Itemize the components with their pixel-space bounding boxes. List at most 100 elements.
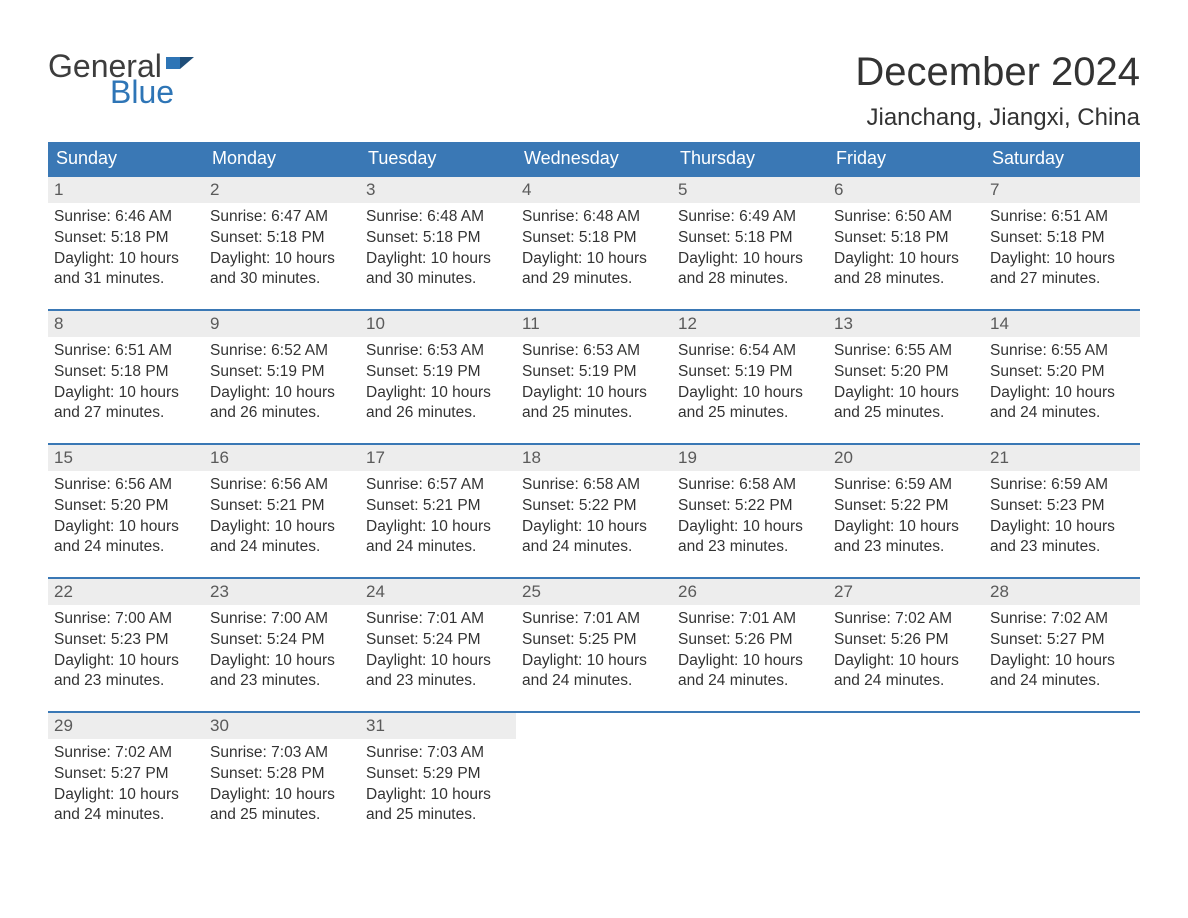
- day-body: Sunrise: 6:58 AMSunset: 5:22 PMDaylight:…: [516, 471, 672, 564]
- day-body: Sunrise: 6:55 AMSunset: 5:20 PMDaylight:…: [984, 337, 1140, 430]
- month-title: December 2024: [855, 50, 1140, 94]
- day-body: Sunrise: 6:58 AMSunset: 5:22 PMDaylight:…: [672, 471, 828, 564]
- sunrise-text: Sunrise: 6:59 AM: [834, 475, 978, 496]
- sunset-text: Sunset: 5:18 PM: [990, 228, 1134, 249]
- day-cell: 28Sunrise: 7:02 AMSunset: 5:27 PMDayligh…: [984, 578, 1140, 712]
- day-body: Sunrise: 6:52 AMSunset: 5:19 PMDaylight:…: [204, 337, 360, 430]
- daylight-line2: and 26 minutes.: [366, 403, 510, 424]
- sunset-text: Sunset: 5:18 PM: [54, 228, 198, 249]
- day-body: Sunrise: 6:51 AMSunset: 5:18 PMDaylight:…: [48, 337, 204, 430]
- day-body: Sunrise: 7:03 AMSunset: 5:29 PMDaylight:…: [360, 739, 516, 832]
- sunrise-text: Sunrise: 6:51 AM: [54, 341, 198, 362]
- daylight-line1: Daylight: 10 hours: [834, 249, 978, 270]
- day-number: 1: [48, 177, 204, 203]
- daylight-line2: and 25 minutes.: [210, 805, 354, 826]
- weekday-header: Monday: [204, 142, 360, 176]
- sunset-text: Sunset: 5:19 PM: [210, 362, 354, 383]
- week-row: 8Sunrise: 6:51 AMSunset: 5:18 PMDaylight…: [48, 310, 1140, 444]
- day-number: 24: [360, 579, 516, 605]
- day-body: Sunrise: 7:02 AMSunset: 5:27 PMDaylight:…: [984, 605, 1140, 698]
- weekday-header: Wednesday: [516, 142, 672, 176]
- sunrise-text: Sunrise: 7:02 AM: [834, 609, 978, 630]
- day-cell: [984, 712, 1140, 845]
- day-body: Sunrise: 7:02 AMSunset: 5:26 PMDaylight:…: [828, 605, 984, 698]
- sunset-text: Sunset: 5:19 PM: [366, 362, 510, 383]
- daylight-line1: Daylight: 10 hours: [210, 383, 354, 404]
- day-cell: [516, 712, 672, 845]
- sunrise-text: Sunrise: 6:48 AM: [366, 207, 510, 228]
- sunset-text: Sunset: 5:26 PM: [678, 630, 822, 651]
- daylight-line1: Daylight: 10 hours: [990, 651, 1134, 672]
- weekday-header: Friday: [828, 142, 984, 176]
- sunrise-text: Sunrise: 6:55 AM: [834, 341, 978, 362]
- header-row: General Blue December 2024 Jianchang, Ji…: [48, 50, 1140, 132]
- day-cell: 2Sunrise: 6:47 AMSunset: 5:18 PMDaylight…: [204, 176, 360, 310]
- day-number: 11: [516, 311, 672, 337]
- day-body: Sunrise: 6:48 AMSunset: 5:18 PMDaylight:…: [360, 203, 516, 296]
- daylight-line1: Daylight: 10 hours: [834, 651, 978, 672]
- sunset-text: Sunset: 5:18 PM: [54, 362, 198, 383]
- day-number: 26: [672, 579, 828, 605]
- week-row: 22Sunrise: 7:00 AMSunset: 5:23 PMDayligh…: [48, 578, 1140, 712]
- daylight-line2: and 23 minutes.: [366, 671, 510, 692]
- day-body: Sunrise: 6:51 AMSunset: 5:18 PMDaylight:…: [984, 203, 1140, 296]
- daylight-line2: and 24 minutes.: [522, 671, 666, 692]
- day-cell: 16Sunrise: 6:56 AMSunset: 5:21 PMDayligh…: [204, 444, 360, 578]
- day-number: 6: [828, 177, 984, 203]
- daylight-line2: and 26 minutes.: [210, 403, 354, 424]
- day-cell: 11Sunrise: 6:53 AMSunset: 5:19 PMDayligh…: [516, 310, 672, 444]
- sunrise-text: Sunrise: 6:51 AM: [990, 207, 1134, 228]
- day-body: Sunrise: 6:49 AMSunset: 5:18 PMDaylight:…: [672, 203, 828, 296]
- day-number: 16: [204, 445, 360, 471]
- day-cell: 25Sunrise: 7:01 AMSunset: 5:25 PMDayligh…: [516, 578, 672, 712]
- daylight-line2: and 24 minutes.: [990, 403, 1134, 424]
- day-number: 14: [984, 311, 1140, 337]
- sunrise-text: Sunrise: 7:01 AM: [678, 609, 822, 630]
- day-number: 12: [672, 311, 828, 337]
- sunrise-text: Sunrise: 6:57 AM: [366, 475, 510, 496]
- daylight-line1: Daylight: 10 hours: [366, 517, 510, 538]
- sunset-text: Sunset: 5:23 PM: [990, 496, 1134, 517]
- day-cell: [672, 712, 828, 845]
- daylight-line2: and 25 minutes.: [834, 403, 978, 424]
- daylight-line2: and 28 minutes.: [834, 269, 978, 290]
- sunrise-text: Sunrise: 7:03 AM: [210, 743, 354, 764]
- weekday-header-row: Sunday Monday Tuesday Wednesday Thursday…: [48, 142, 1140, 176]
- sunset-text: Sunset: 5:27 PM: [54, 764, 198, 785]
- logo-blue-text: Blue: [110, 76, 174, 108]
- sunset-text: Sunset: 5:24 PM: [210, 630, 354, 651]
- sunrise-text: Sunrise: 6:52 AM: [210, 341, 354, 362]
- day-cell: 13Sunrise: 6:55 AMSunset: 5:20 PMDayligh…: [828, 310, 984, 444]
- day-cell: 10Sunrise: 6:53 AMSunset: 5:19 PMDayligh…: [360, 310, 516, 444]
- daylight-line1: Daylight: 10 hours: [54, 517, 198, 538]
- daylight-line2: and 24 minutes.: [522, 537, 666, 558]
- sunset-text: Sunset: 5:24 PM: [366, 630, 510, 651]
- sunset-text: Sunset: 5:18 PM: [834, 228, 978, 249]
- sunrise-text: Sunrise: 6:48 AM: [522, 207, 666, 228]
- day-body: Sunrise: 6:47 AMSunset: 5:18 PMDaylight:…: [204, 203, 360, 296]
- day-cell: 8Sunrise: 6:51 AMSunset: 5:18 PMDaylight…: [48, 310, 204, 444]
- daylight-line1: Daylight: 10 hours: [210, 517, 354, 538]
- daylight-line1: Daylight: 10 hours: [678, 651, 822, 672]
- sunrise-text: Sunrise: 7:02 AM: [990, 609, 1134, 630]
- sunrise-text: Sunrise: 6:58 AM: [678, 475, 822, 496]
- day-cell: 12Sunrise: 6:54 AMSunset: 5:19 PMDayligh…: [672, 310, 828, 444]
- day-cell: 9Sunrise: 6:52 AMSunset: 5:19 PMDaylight…: [204, 310, 360, 444]
- sunrise-text: Sunrise: 6:59 AM: [990, 475, 1134, 496]
- daylight-line2: and 24 minutes.: [678, 671, 822, 692]
- day-body: Sunrise: 7:02 AMSunset: 5:27 PMDaylight:…: [48, 739, 204, 832]
- daylight-line2: and 23 minutes.: [990, 537, 1134, 558]
- daylight-line2: and 24 minutes.: [990, 671, 1134, 692]
- daylight-line1: Daylight: 10 hours: [210, 651, 354, 672]
- calendar-table: Sunday Monday Tuesday Wednesday Thursday…: [48, 142, 1140, 845]
- day-cell: 31Sunrise: 7:03 AMSunset: 5:29 PMDayligh…: [360, 712, 516, 845]
- sunset-text: Sunset: 5:26 PM: [834, 630, 978, 651]
- day-body: Sunrise: 6:53 AMSunset: 5:19 PMDaylight:…: [360, 337, 516, 430]
- sunset-text: Sunset: 5:18 PM: [366, 228, 510, 249]
- day-body: Sunrise: 6:53 AMSunset: 5:19 PMDaylight:…: [516, 337, 672, 430]
- day-cell: 22Sunrise: 7:00 AMSunset: 5:23 PMDayligh…: [48, 578, 204, 712]
- daylight-line2: and 31 minutes.: [54, 269, 198, 290]
- sunset-text: Sunset: 5:20 PM: [990, 362, 1134, 383]
- day-number: 27: [828, 579, 984, 605]
- sunset-text: Sunset: 5:20 PM: [834, 362, 978, 383]
